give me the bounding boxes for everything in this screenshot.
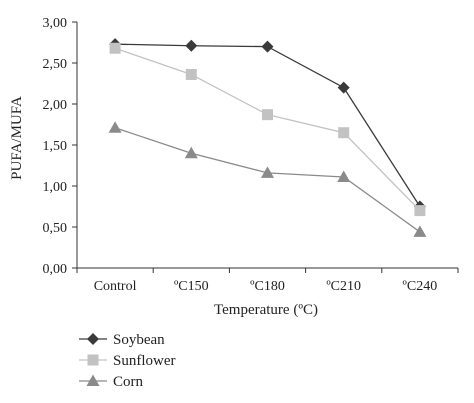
y-axis-title: PUFA/MUFA [9,96,25,180]
series-line-soybean [115,43,421,207]
y-tick-label: 0,50 [43,221,68,236]
series-soybean [109,38,426,213]
y-tick-label: 2,00 [43,98,68,113]
legend-item-sunflower: Sunflower [79,353,176,369]
data-point-corn [337,170,351,182]
legend-label-corn: Corn [113,374,144,390]
legend-item-soybean: Soybean [79,332,165,348]
y-tick-label: 1,00 [43,180,68,195]
x-tick-label: ºC240 [403,279,438,294]
x-tick-label: ºC150 [174,279,209,294]
data-point-soybean [261,40,274,53]
series-corn [108,121,427,237]
legend-item-corn: Corn [79,374,144,390]
y-tick-label: 1,50 [43,139,68,154]
y-tick-label: 2,50 [43,57,68,72]
legend-marker-corn [86,374,100,386]
x-axis-title: Temperature (ºC) [214,302,318,318]
x-tick-label: ºC180 [250,279,285,294]
series-group [108,38,427,237]
x-tick-label: ºC210 [326,279,361,294]
legend-label-sunflower: Sunflower [113,353,176,369]
x-tick-label: Control [94,279,137,294]
y-tick-label: 3,00 [43,16,68,31]
data-point-sunflower [414,205,426,217]
series-sunflower [109,42,426,217]
y-tick-labels: 0,00 0,50 1,00 1,50 2,00 2,50 3,00 [43,16,68,277]
legend-label-soybean: Soybean [113,332,165,348]
data-point-sunflower [338,127,350,139]
x-tick-labels: Control ºC150 ºC180 ºC210 ºC240 [94,279,438,294]
legend: Soybean Sunflower Corn [79,332,176,390]
data-point-soybean [185,39,198,52]
data-point-sunflower [185,68,197,80]
data-point-sunflower [262,109,273,121]
axes [72,21,459,273]
data-point-corn [108,121,122,133]
legend-marker-soybean [87,333,99,345]
y-tick-label: 0,00 [43,262,68,277]
series-line-sunflower [114,47,421,212]
legend-marker-sunflower [87,354,99,366]
data-point-sunflower [109,42,121,54]
series-line-corn [114,127,421,233]
data-point-corn [413,225,427,237]
data-point-corn [261,166,274,178]
data-point-corn [184,146,198,159]
data-point-soybean [337,81,350,94]
